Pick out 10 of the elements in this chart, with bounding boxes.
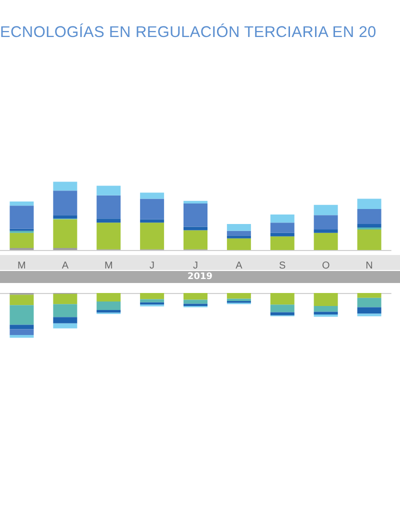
- chart-title: ECNOLOGÍAS EN REGULACIÓN TERCIARIA EN 20: [0, 24, 376, 42]
- x-tick-label: J: [193, 260, 198, 272]
- x-tick-label: S: [279, 260, 286, 272]
- x-tick-label: J: [150, 260, 155, 272]
- x-tick-label: O: [322, 260, 330, 272]
- x-tick-label: A: [62, 260, 69, 272]
- x-tick-label: N: [366, 260, 373, 272]
- x-tick-label: M: [18, 260, 26, 272]
- x-tick-label: M: [104, 260, 113, 272]
- x-tick-label: A: [236, 260, 243, 272]
